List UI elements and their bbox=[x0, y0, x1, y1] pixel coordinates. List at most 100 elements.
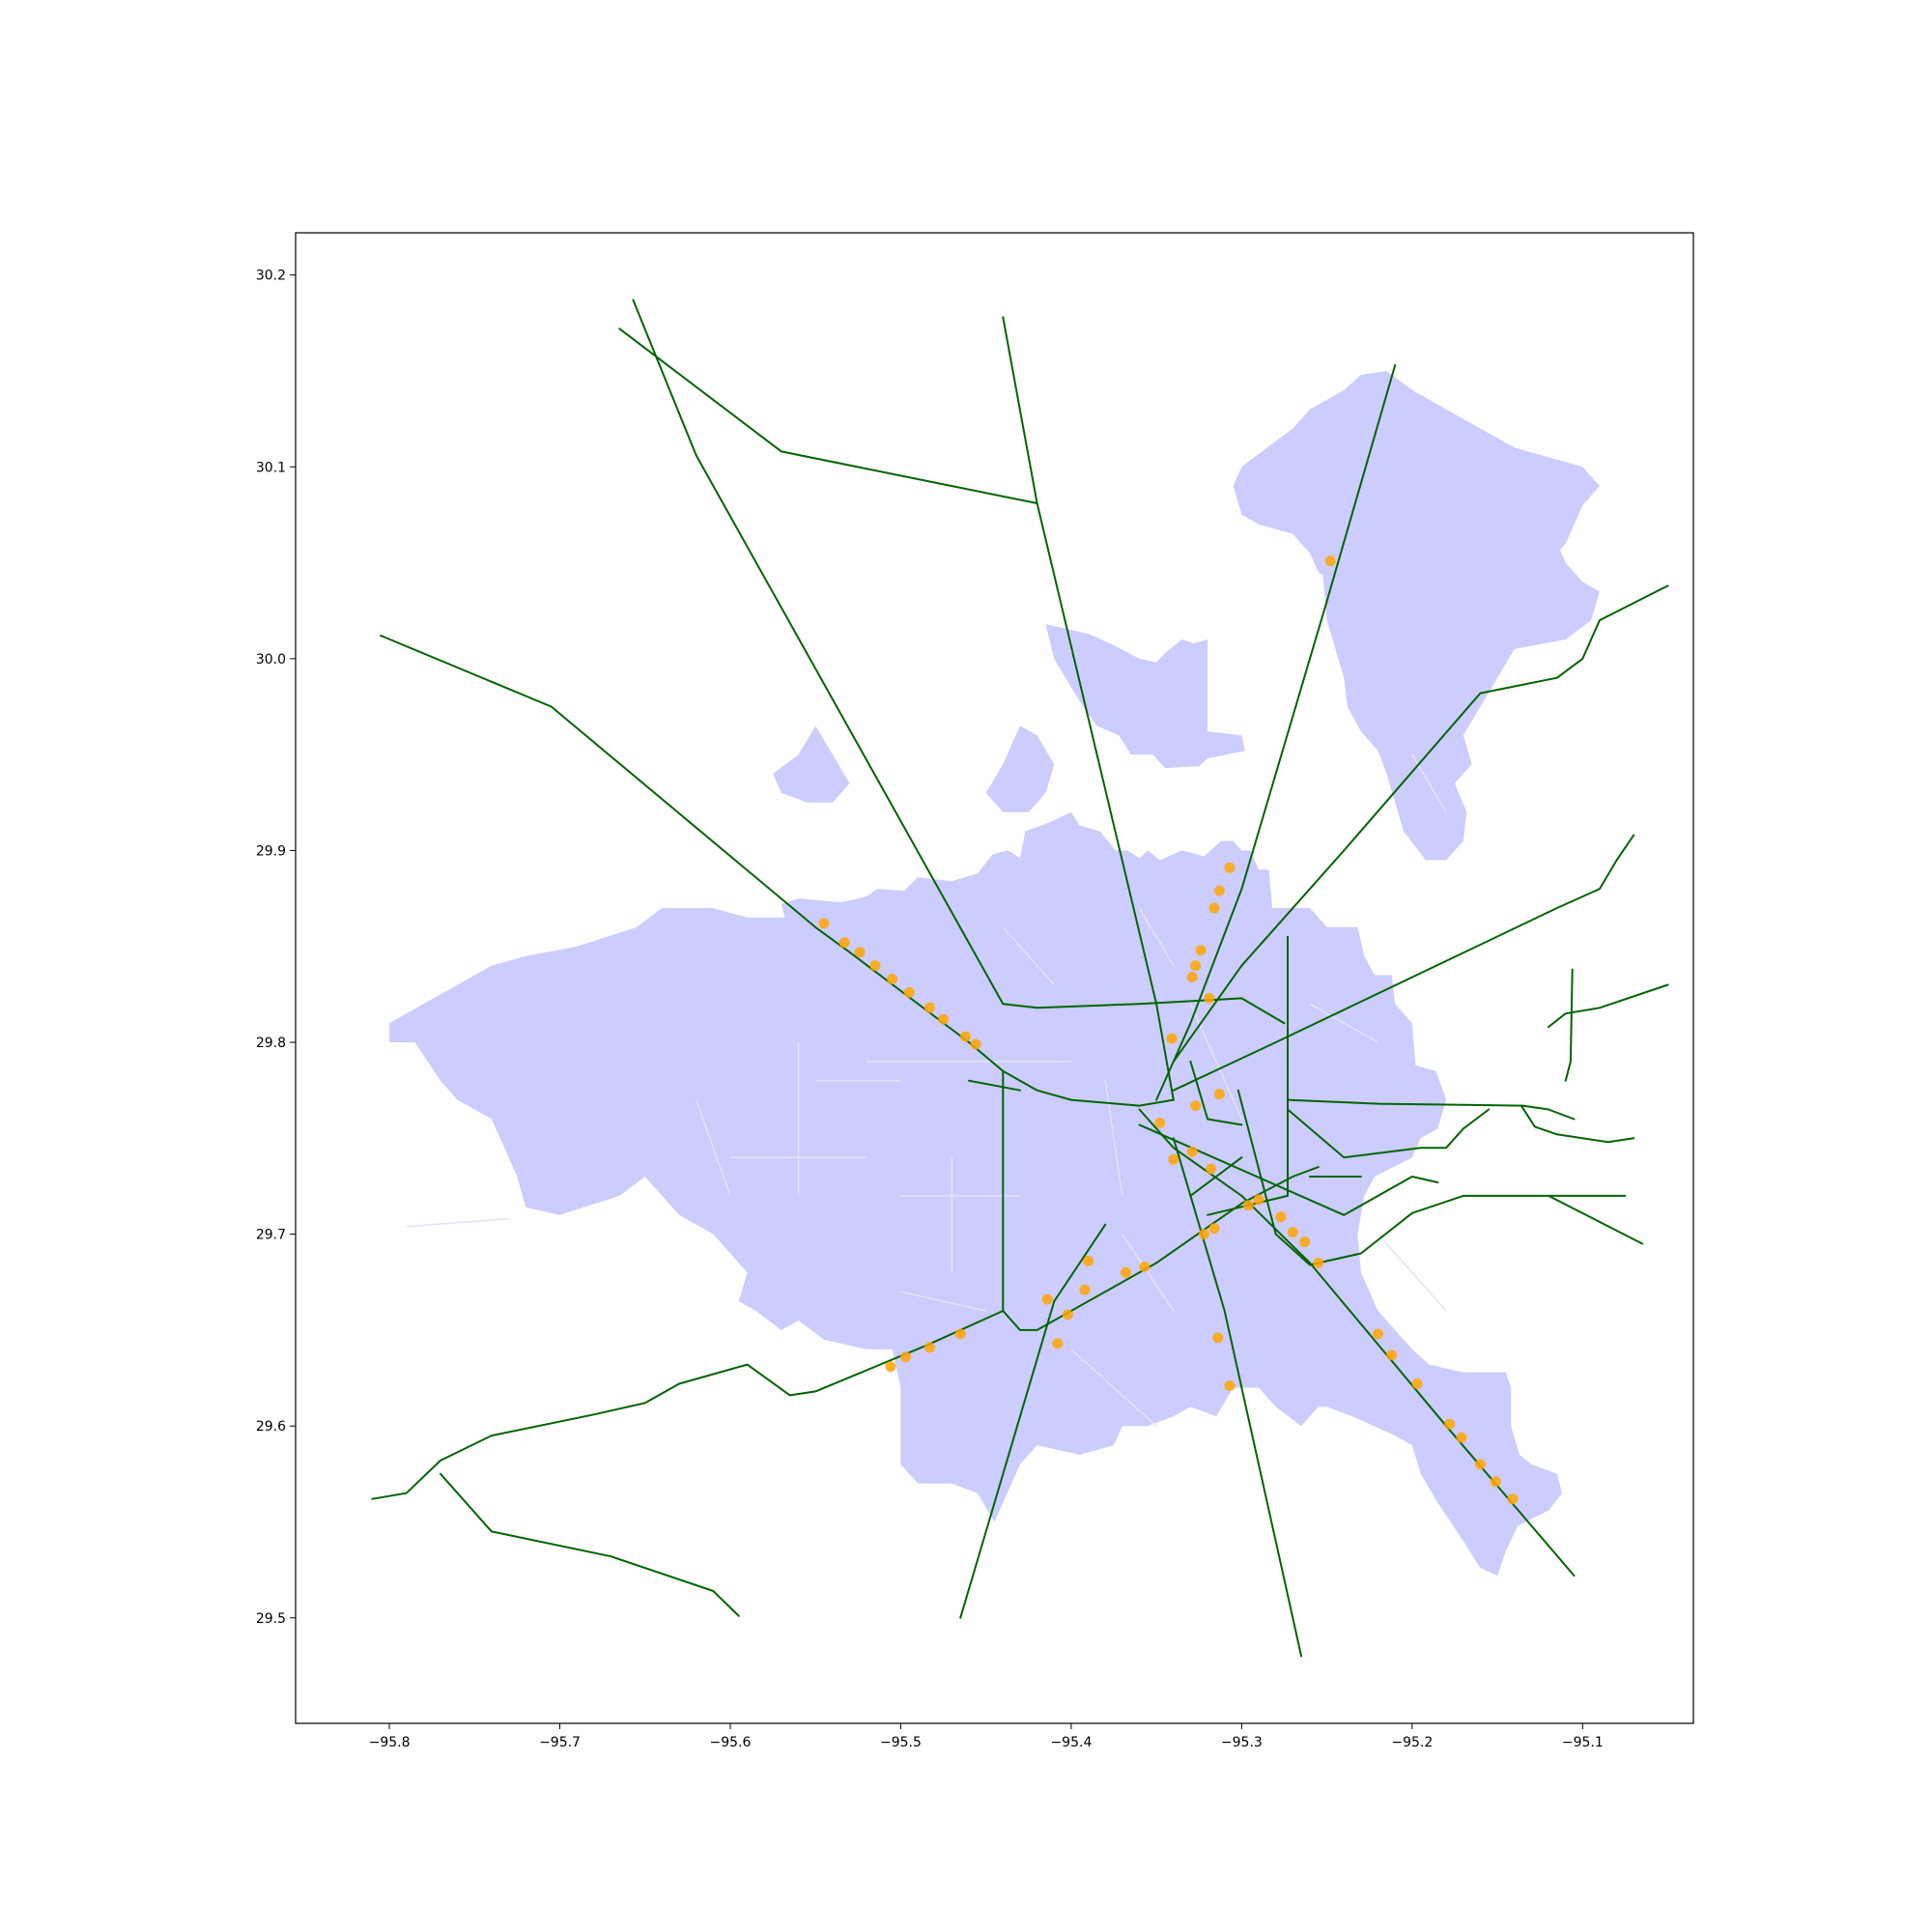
rail-line bbox=[1189, 1060, 1243, 1126]
x-axis-ticks: −95.8 −95.7 −95.6 −95.5 −95.4 −95.3 −95.2 −95.1 bbox=[369, 1723, 1604, 1750]
station-point bbox=[1386, 1350, 1398, 1361]
station-point bbox=[1041, 1293, 1053, 1305]
station-point bbox=[1083, 1255, 1094, 1266]
station-point bbox=[1213, 1089, 1225, 1100]
station-point bbox=[960, 1031, 971, 1042]
city-street-line bbox=[1189, 1003, 1243, 1120]
station-point bbox=[1166, 1033, 1178, 1044]
rail-line bbox=[440, 1472, 740, 1617]
x-tick-label: −95.6 bbox=[710, 1735, 752, 1750]
x-tick-label: −95.8 bbox=[369, 1735, 411, 1750]
station-point bbox=[1052, 1338, 1064, 1350]
plot-area bbox=[371, 298, 1669, 1658]
city-area-layer bbox=[389, 371, 1600, 1577]
rail-line bbox=[1287, 1108, 1491, 1159]
station-point bbox=[1204, 992, 1215, 1004]
city-area-polygon bbox=[1045, 624, 1245, 769]
rail-line bbox=[1520, 1104, 1635, 1144]
y-tick-label: 29.7 bbox=[256, 1228, 286, 1243]
rail-line bbox=[968, 1079, 1021, 1092]
station-point bbox=[1456, 1432, 1467, 1443]
rail-line bbox=[1172, 834, 1635, 1092]
rail-line bbox=[1138, 1123, 1439, 1216]
station-point bbox=[1373, 1328, 1383, 1340]
station-point bbox=[1313, 1257, 1324, 1268]
rail-line bbox=[1548, 983, 1669, 1029]
station-point bbox=[1208, 1223, 1220, 1235]
x-tick-label: −95.1 bbox=[1562, 1735, 1604, 1750]
x-tick-label: −95.3 bbox=[1221, 1735, 1263, 1750]
city-street-line bbox=[1309, 1003, 1378, 1043]
y-tick-label: 29.8 bbox=[256, 1036, 286, 1051]
station-point bbox=[1120, 1266, 1131, 1278]
station-point bbox=[838, 937, 850, 949]
station-point bbox=[1208, 902, 1220, 914]
rail-line bbox=[1287, 1098, 1576, 1121]
city-area-polygon bbox=[1233, 371, 1600, 639]
rail-line-layer bbox=[371, 298, 1669, 1658]
station-point bbox=[954, 1328, 966, 1340]
rail-line bbox=[380, 635, 1175, 1107]
station-point bbox=[1190, 960, 1202, 972]
city-area-polygon bbox=[985, 725, 1055, 812]
station-point bbox=[1275, 1211, 1287, 1223]
rail-line bbox=[1236, 1089, 1627, 1266]
y-tick-label: 30.2 bbox=[256, 269, 286, 284]
axes-frame bbox=[295, 232, 1694, 1724]
rail-line bbox=[1189, 1156, 1243, 1197]
rail-line bbox=[632, 298, 1286, 1025]
y-tick-label: 29.6 bbox=[256, 1419, 286, 1435]
x-tick-label: −95.2 bbox=[1391, 1735, 1433, 1750]
station-point bbox=[1213, 885, 1225, 896]
station-point bbox=[1324, 555, 1336, 567]
rail-line bbox=[1564, 968, 1574, 1082]
station-point bbox=[1287, 1227, 1298, 1238]
city-street-line bbox=[1138, 907, 1175, 966]
station-point bbox=[1411, 1378, 1423, 1389]
x-tick-label: −95.4 bbox=[1050, 1735, 1092, 1750]
station-point bbox=[885, 1361, 896, 1373]
city-street-line bbox=[900, 1291, 986, 1312]
y-tick-label: 29.9 bbox=[256, 843, 286, 859]
station-point bbox=[1079, 1284, 1091, 1295]
station-point-layer bbox=[818, 555, 1519, 1505]
station-point bbox=[1186, 972, 1198, 982]
station-point bbox=[1139, 1261, 1151, 1272]
rail-line bbox=[1548, 1194, 1644, 1245]
city-street-line bbox=[1070, 1349, 1157, 1427]
city-area-polygon bbox=[389, 811, 1563, 1577]
station-point bbox=[938, 1013, 950, 1025]
station-point bbox=[900, 1351, 912, 1363]
rail-line bbox=[1002, 1069, 1320, 1331]
x-tick-label: −95.5 bbox=[880, 1735, 922, 1750]
rail-line bbox=[959, 1223, 1107, 1619]
station-point bbox=[970, 1038, 981, 1050]
city-street-line bbox=[1002, 926, 1055, 985]
city-street-line bbox=[406, 1217, 509, 1228]
station-point bbox=[903, 986, 915, 998]
station-point bbox=[1224, 862, 1236, 873]
rail-line bbox=[1138, 1108, 1576, 1577]
city-street-line bbox=[1104, 1080, 1123, 1197]
station-point bbox=[1186, 1146, 1198, 1157]
city-street-line bbox=[1122, 1234, 1175, 1312]
rail-line bbox=[1155, 584, 1669, 1101]
station-point bbox=[1444, 1418, 1456, 1430]
station-point bbox=[1490, 1476, 1501, 1488]
city-area-polygon bbox=[773, 725, 850, 803]
station-point bbox=[1199, 1229, 1209, 1240]
station-point bbox=[923, 1002, 935, 1013]
station-point bbox=[1242, 1200, 1254, 1211]
station-point bbox=[1154, 1117, 1166, 1128]
x-tick-label: −95.7 bbox=[539, 1735, 581, 1750]
rail-line bbox=[1172, 364, 1397, 1063]
station-point bbox=[1168, 1153, 1179, 1165]
station-point bbox=[869, 960, 881, 972]
y-tick-label: 29.5 bbox=[256, 1611, 286, 1627]
y-axis-ticks: 29.5 29.6 29.7 29.8 29.9 30.0 30.1 30.2 bbox=[256, 269, 296, 1627]
y-tick-label: 30.0 bbox=[256, 652, 286, 668]
station-point bbox=[818, 918, 830, 929]
station-point bbox=[923, 1342, 935, 1353]
station-point bbox=[1224, 1380, 1236, 1391]
